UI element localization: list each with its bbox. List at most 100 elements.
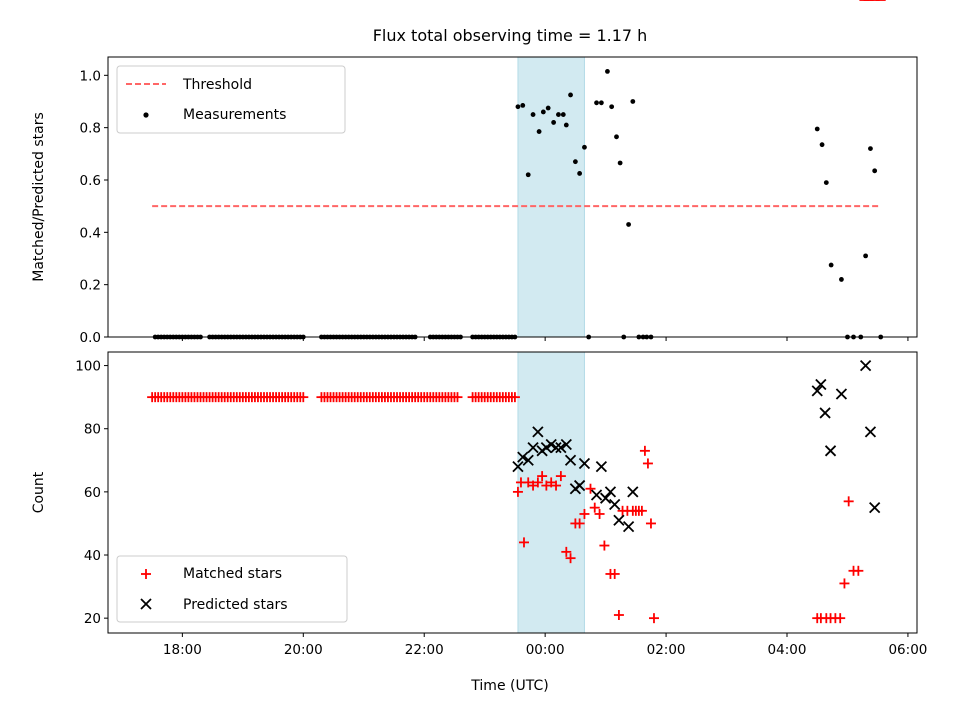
x-stroke-b	[811, 385, 823, 397]
x-stroke-b	[560, 438, 572, 451]
y-tick-label: 0.6	[80, 173, 101, 189]
bottom-panel-legend: Matched stars Predicted stars	[116, 555, 348, 623]
x-stroke-b	[604, 486, 617, 498]
y-tick-label: 0.4	[80, 225, 101, 241]
matched-star-point	[642, 458, 653, 469]
predicted-star-point	[578, 457, 591, 470]
matched-star-point	[551, 480, 562, 491]
top-panel-frame	[107, 56, 918, 338]
x-tick-label: 22:00	[405, 642, 444, 658]
measurement-point	[530, 112, 536, 117]
bottom-panel-frame	[107, 351, 918, 634]
measurements-legend-symbol	[143, 112, 149, 118]
bottom-panel-y-axis-label: Count	[31, 471, 47, 513]
x-stroke-b	[599, 492, 612, 504]
matched-star-point	[645, 518, 656, 529]
bottom-panel-x-ticks: 18:00 20:00 22:00 00:00 02:00 04:00 06:00	[163, 633, 927, 658]
legend-x-mark	[140, 598, 152, 610]
top-panel-x-ticks	[181, 337, 909, 341]
x-stroke-b	[564, 454, 577, 466]
measurement-point	[520, 103, 526, 108]
measurement-point	[868, 146, 873, 151]
y-tick-label: 0.8	[80, 121, 101, 137]
predicted-star-point	[622, 520, 635, 533]
predicted-star-point	[627, 486, 639, 498]
y-tick-label: 0.2	[80, 278, 101, 294]
predicted-star-point	[522, 454, 534, 466]
measurement-point	[551, 120, 557, 125]
measurement-point	[594, 100, 599, 106]
legend-plus-mark	[141, 569, 151, 579]
predicted-star-point	[545, 438, 557, 451]
x-stroke-b	[824, 445, 837, 457]
predicted-stars-legend-symbol	[140, 598, 152, 610]
measurement-point	[515, 104, 521, 110]
matched-star-point	[561, 546, 572, 557]
predicted-star-point	[517, 451, 529, 463]
predicted-star-point	[527, 442, 539, 454]
measurement-point	[582, 144, 587, 150]
measurement-point	[828, 262, 834, 268]
matched-stars-legend-label: Matched stars	[183, 566, 282, 582]
measurement-point	[556, 112, 561, 117]
top-panel-y-ticks: 0.0 0.2 0.4 0.6 0.8 1.0	[80, 68, 108, 346]
measurement-point	[872, 168, 878, 174]
x-stroke-b	[835, 388, 848, 400]
x-stroke-b	[590, 489, 603, 501]
measurement-point	[598, 100, 604, 106]
x-stroke-b	[815, 378, 827, 391]
predicted-star-point	[609, 498, 621, 511]
matched-star-point	[609, 568, 620, 579]
measurement-point	[614, 134, 619, 140]
x-stroke-b	[512, 460, 524, 473]
x-stroke-b	[869, 502, 881, 514]
measurements-legend-label: Measurements	[183, 107, 286, 123]
matched-star-point	[579, 508, 590, 519]
x-axis-label: Time (UTC)	[470, 678, 548, 694]
predicted-star-point	[590, 489, 603, 501]
y-tick-label: 0.0	[80, 330, 101, 346]
measurement-point	[819, 142, 825, 148]
measurement-point	[536, 129, 542, 134]
x-stroke-b	[517, 451, 529, 463]
x-stroke-b	[555, 442, 567, 454]
predicted-star-point	[864, 426, 877, 438]
x-stroke-b	[540, 442, 552, 454]
matched-star-point	[532, 477, 543, 488]
predicted-star-point	[573, 479, 586, 492]
matched-star-point	[452, 392, 463, 403]
predicted-star-point	[811, 385, 823, 397]
x-stroke-b	[532, 426, 544, 438]
x-tick-label: 02:00	[647, 642, 686, 658]
matched-stars-legend-symbol	[141, 569, 151, 579]
predicted-star-point	[560, 438, 572, 451]
predicted-star-point	[532, 426, 544, 438]
x-stroke-b	[613, 514, 625, 526]
matched-star-point	[599, 540, 610, 551]
observing-window-shade-top	[517, 56, 585, 338]
predicted-star-point	[555, 442, 567, 454]
measurement-point	[560, 112, 566, 117]
measurement-point	[839, 277, 844, 282]
y-tick-label: 100	[75, 359, 101, 375]
measurement-point	[572, 159, 578, 165]
x-stroke-b	[140, 598, 152, 610]
matched-star-point	[298, 392, 309, 403]
x-stroke-b	[545, 438, 557, 451]
x-stroke-b	[627, 486, 639, 498]
y-tick-label: 40	[84, 548, 101, 564]
bottom-panel-y-ticks: 20 40 60 80 100	[75, 359, 108, 627]
matched-star-point	[537, 471, 548, 482]
top-panel: 0.0 0.2 0.4 0.6 0.8 1.0 Matched/Predicted sta…	[31, 56, 918, 346]
matched-star-point	[648, 613, 659, 624]
x-tick-label: 04:00	[768, 642, 807, 658]
predicted-star-point	[550, 442, 562, 454]
y-tick-label: 60	[84, 485, 101, 501]
predicted-star-point	[869, 502, 881, 514]
measurement-point	[525, 172, 531, 178]
matched-star-point	[636, 505, 647, 516]
predicted-star-point	[512, 460, 524, 473]
measurement-point	[577, 171, 583, 176]
measurement-point	[540, 109, 546, 115]
